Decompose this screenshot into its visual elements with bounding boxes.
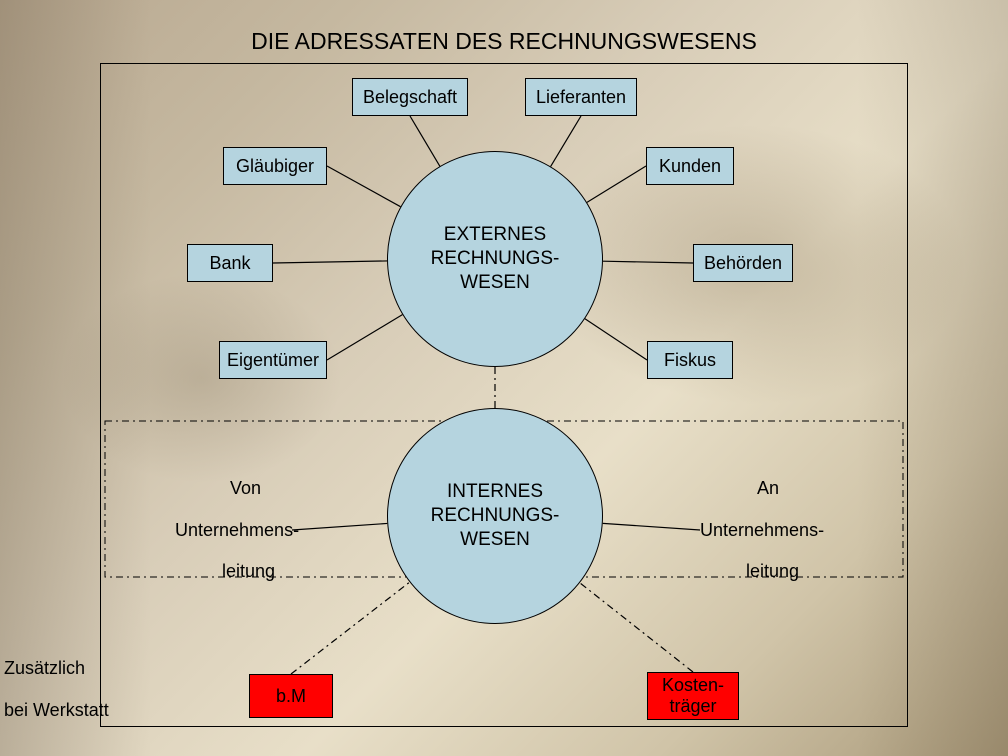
box-lieferanten: Lieferanten: [525, 78, 637, 116]
circle-internal: INTERNES RECHNUNGS- WESEN: [387, 408, 603, 624]
box-label-kunden: Kunden: [659, 156, 721, 177]
box-label-eigentuemer: Eigentümer: [227, 350, 319, 371]
box-fiskus: Fiskus: [647, 341, 733, 379]
text-unt1: Unternehmens-: [175, 520, 299, 541]
text-zus: Zusätzlich: [4, 658, 85, 679]
redbox-bm: b.M: [249, 674, 333, 718]
text-unt2: Unternehmens-: [700, 520, 824, 541]
box-glaeubiger: Gläubiger: [223, 147, 327, 185]
text-an: An: [757, 478, 779, 499]
text-bei: bei Werkstatt: [4, 700, 109, 721]
text-ltg1: leitung: [222, 561, 275, 582]
circle-external: EXTERNES RECHNUNGS- WESEN: [387, 151, 603, 367]
box-behoerden: Behörden: [693, 244, 793, 282]
circle-label-internal: INTERNES RECHNUNGS- WESEN: [431, 480, 560, 551]
box-label-lieferanten: Lieferanten: [536, 87, 626, 108]
text-ltg2: leitung: [746, 561, 799, 582]
page-title: DIE ADRESSATEN DES RECHNUNGSWESENS: [0, 28, 1008, 55]
circle-label-external: EXTERNES RECHNUNGS- WESEN: [431, 223, 560, 294]
text-von: Von: [230, 478, 261, 499]
box-kunden: Kunden: [646, 147, 734, 185]
box-belegschaft: Belegschaft: [352, 78, 468, 116]
box-label-glaeubiger: Gläubiger: [236, 156, 314, 177]
box-label-belegschaft: Belegschaft: [363, 87, 457, 108]
box-label-behoerden: Behörden: [704, 253, 782, 274]
box-eigentuemer: Eigentümer: [219, 341, 327, 379]
box-label-bank: Bank: [209, 253, 250, 274]
redbox-label-kt: Kosten- träger: [662, 675, 724, 717]
box-label-fiskus: Fiskus: [664, 350, 716, 371]
redbox-kt: Kosten- träger: [647, 672, 739, 720]
box-bank: Bank: [187, 244, 273, 282]
redbox-label-bm: b.M: [276, 686, 306, 707]
